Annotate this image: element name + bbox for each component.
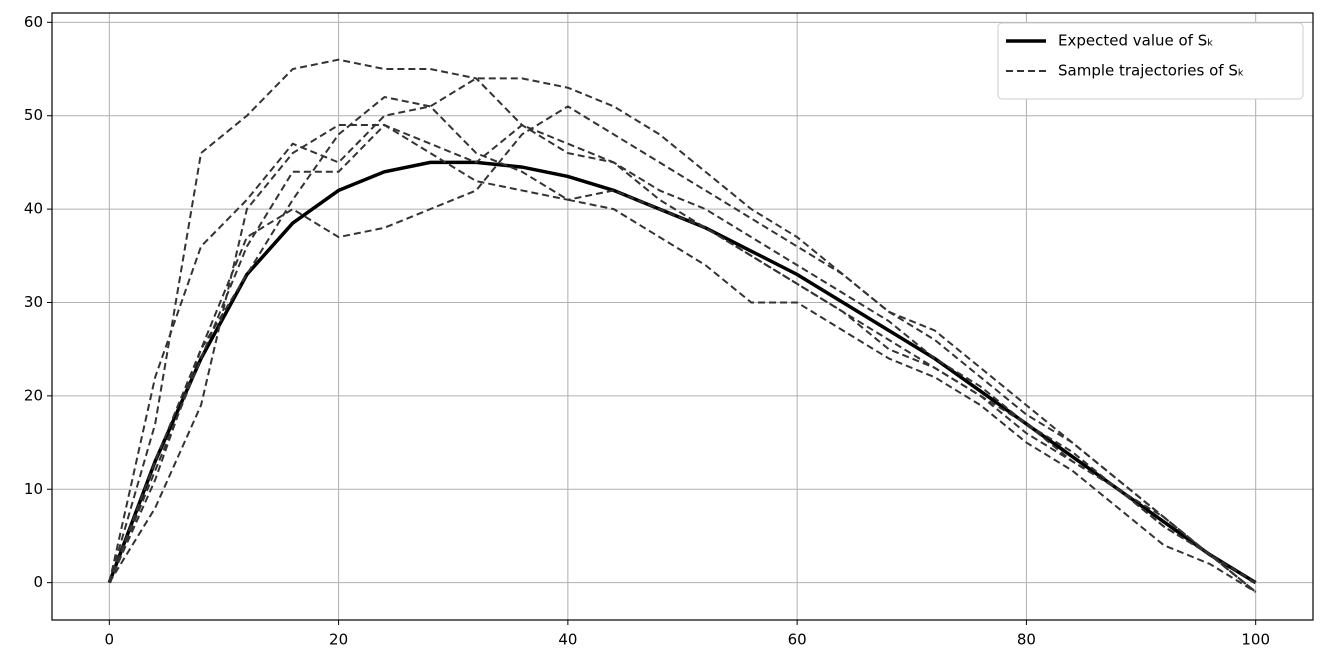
x-tick-label: 0 xyxy=(105,631,115,649)
plot-frame xyxy=(51,12,1314,621)
legend-box xyxy=(997,22,1304,100)
sample-line xyxy=(108,123,1257,593)
x-tick-label: 20 xyxy=(329,631,348,649)
x-tick-label: 60 xyxy=(788,631,807,649)
legend-label: Sample trajectories of Sₖ xyxy=(1058,62,1244,80)
x-tick-label: 80 xyxy=(1017,631,1036,649)
sample-line xyxy=(108,77,1257,593)
sample-line xyxy=(108,95,1257,593)
y-tick-label: 50 xyxy=(24,106,43,124)
legend-label: Expected value of Sₖ xyxy=(1058,32,1214,50)
y-tick-label: 30 xyxy=(24,293,43,311)
y-tick-label: 60 xyxy=(24,13,43,31)
sample-line xyxy=(108,123,1257,593)
x-tick-label: 40 xyxy=(558,631,577,649)
y-tick-label: 40 xyxy=(24,200,43,218)
y-tick-label: 10 xyxy=(24,480,43,498)
expected-line xyxy=(107,160,1257,585)
sample-line xyxy=(108,58,1257,593)
sample-line xyxy=(108,105,1257,584)
y-tick-label: 20 xyxy=(24,386,43,404)
y-tick-label: 0 xyxy=(33,573,43,591)
x-tick-label: 100 xyxy=(1241,631,1270,649)
